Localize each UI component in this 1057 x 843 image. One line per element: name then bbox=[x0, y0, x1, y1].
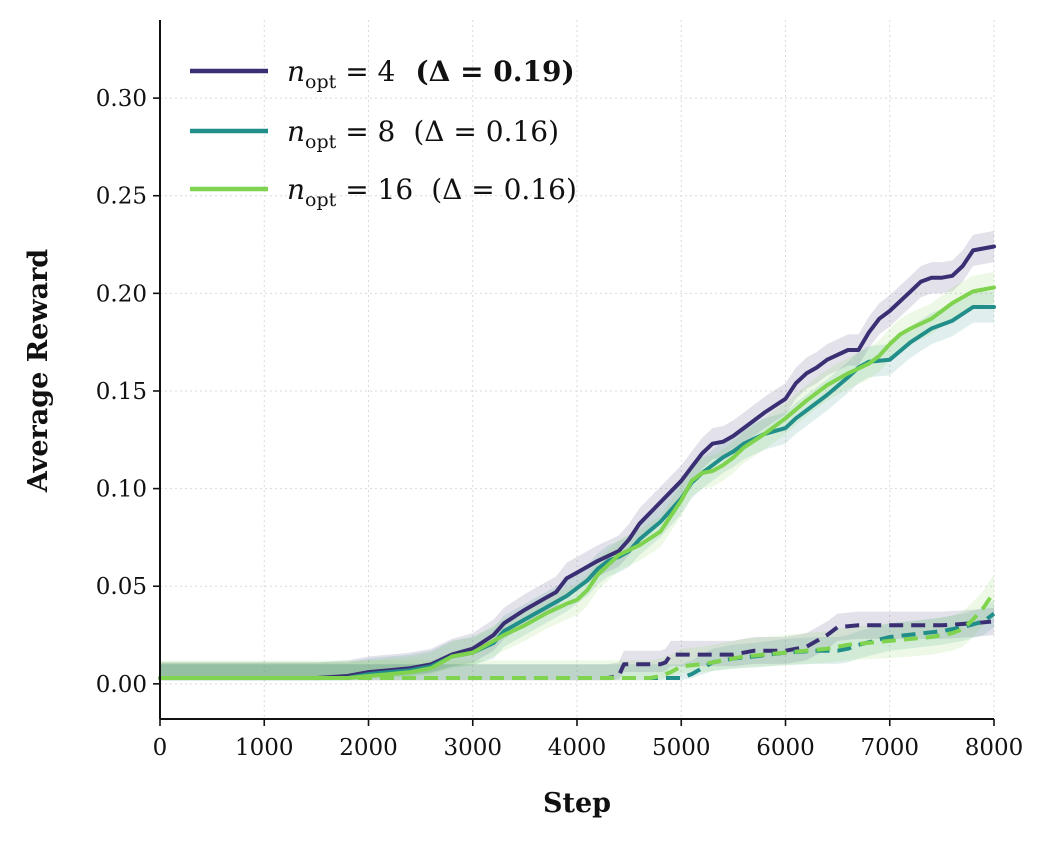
y-tick-label-1: 0.05 bbox=[96, 574, 147, 600]
x-tick-label-0: 0 bbox=[153, 735, 168, 761]
legend-entry-1: nopt = 8 (Δ = 0.16) bbox=[190, 115, 559, 153]
band-dashed-0 bbox=[160, 607, 994, 681]
y-tick-label-2: 0.10 bbox=[96, 477, 147, 503]
y-tick-label-3: 0.15 bbox=[96, 379, 147, 405]
legend-label-2: nopt = 16 (Δ = 0.16) bbox=[287, 173, 577, 211]
grid bbox=[159, 20, 995, 719]
tick-labels: 0 1000 2000 3000 4000 5000 6000 7000 8000 0.00 0.0… bbox=[96, 86, 1023, 761]
x-tick-label-5: 5000 bbox=[652, 735, 711, 761]
x-tick-label-6: 6000 bbox=[756, 735, 815, 761]
legend-label-0: nopt = 4 (Δ = 0.19) bbox=[287, 55, 575, 93]
x-axis-title: Step bbox=[543, 788, 611, 819]
y-tick-label-5: 0.25 bbox=[96, 184, 147, 210]
x-tick-label-8: 8000 bbox=[965, 735, 1024, 761]
x-tick-label-7: 7000 bbox=[860, 735, 919, 761]
y-tick-label-4: 0.20 bbox=[96, 281, 147, 307]
legend-entry-0: nopt = 4 (Δ = 0.19) bbox=[190, 55, 575, 93]
axes bbox=[153, 20, 995, 726]
legend-label-1: nopt = 8 (Δ = 0.16) bbox=[287, 115, 559, 153]
series-lines bbox=[158, 244, 996, 680]
series-2-dashed-line bbox=[160, 590, 996, 680]
x-tick-label-3: 3000 bbox=[443, 735, 502, 761]
legend: nopt = 4 (Δ = 0.19) nopt = 8 (Δ = 0.16) no… bbox=[190, 55, 577, 211]
series-2-solid-line bbox=[158, 285, 996, 680]
band-solid-0 bbox=[160, 230, 994, 681]
band-dashed-1 bbox=[160, 599, 994, 681]
x-tick-label-2: 2000 bbox=[339, 735, 398, 761]
y-tick-label-0: 0.00 bbox=[96, 672, 147, 698]
legend-entry-2: nopt = 16 (Δ = 0.16) bbox=[190, 173, 577, 211]
x-tick-label-4: 4000 bbox=[548, 735, 607, 761]
x-tick-label-1: 1000 bbox=[235, 735, 294, 761]
y-axis-title: Average Reward bbox=[23, 249, 54, 493]
y-tick-label-6: 0.30 bbox=[96, 86, 147, 112]
